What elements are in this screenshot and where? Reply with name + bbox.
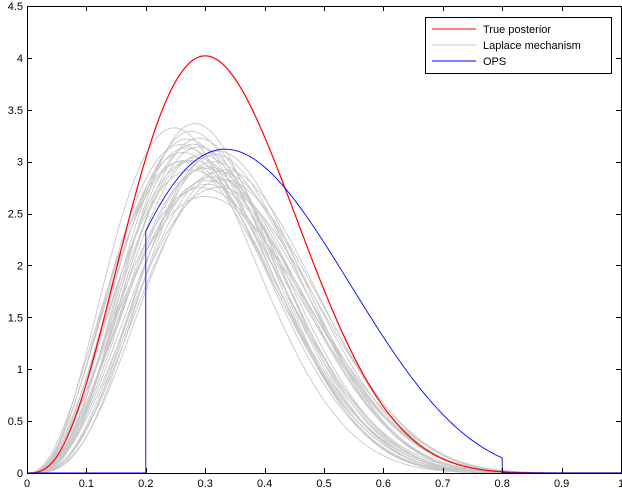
y-tick-label: 4	[17, 53, 23, 65]
ops-curve	[27, 148, 621, 474]
y-axis: 0 0.5 1 1.5 2 2.5 3 3.5 4 4.5	[8, 1, 621, 480]
y-tick-label: 3	[17, 157, 23, 169]
x-tick-label: 0.7	[435, 478, 450, 490]
y-tick-label: 1.5	[8, 312, 23, 324]
legend-label-true-posterior: True posterior	[483, 24, 551, 36]
x-tick-label: 0	[24, 478, 30, 490]
y-tick-label: 0.5	[8, 416, 23, 428]
y-tick-label: 2.5	[8, 209, 23, 221]
y-tick-label: 0	[17, 468, 23, 480]
series-layer	[26, 55, 621, 474]
legend-label-laplace-mechanism: Laplace mechanism	[483, 40, 581, 52]
laplace-mechanism-curve-26	[26, 196, 621, 474]
x-tick-label: 0.1	[79, 478, 94, 490]
y-tick-label: 4.5	[8, 1, 23, 13]
x-axis: 0 0.1 0.2 0.3 0.4 0.5 0.6 0.7 0.8 0.9 1	[24, 6, 622, 490]
legend: True posterior Laplace mechanism OPS	[425, 17, 612, 74]
x-tick-label: 0.8	[495, 478, 510, 490]
y-tick-label: 3.5	[8, 105, 23, 117]
x-tick-label: 0.6	[376, 478, 391, 490]
x-tick-label: 1	[618, 478, 622, 490]
x-tick-label: 0.5	[316, 478, 331, 490]
y-tick-label: 1	[17, 364, 23, 376]
y-tick-label: 2	[17, 260, 23, 272]
x-tick-label: 0.3	[198, 478, 213, 490]
x-tick-label: 0.2	[138, 478, 153, 490]
legend-label-ops: OPS	[483, 56, 506, 68]
x-tick-label: 0.9	[554, 478, 569, 490]
x-tick-label: 0.4	[257, 478, 272, 490]
